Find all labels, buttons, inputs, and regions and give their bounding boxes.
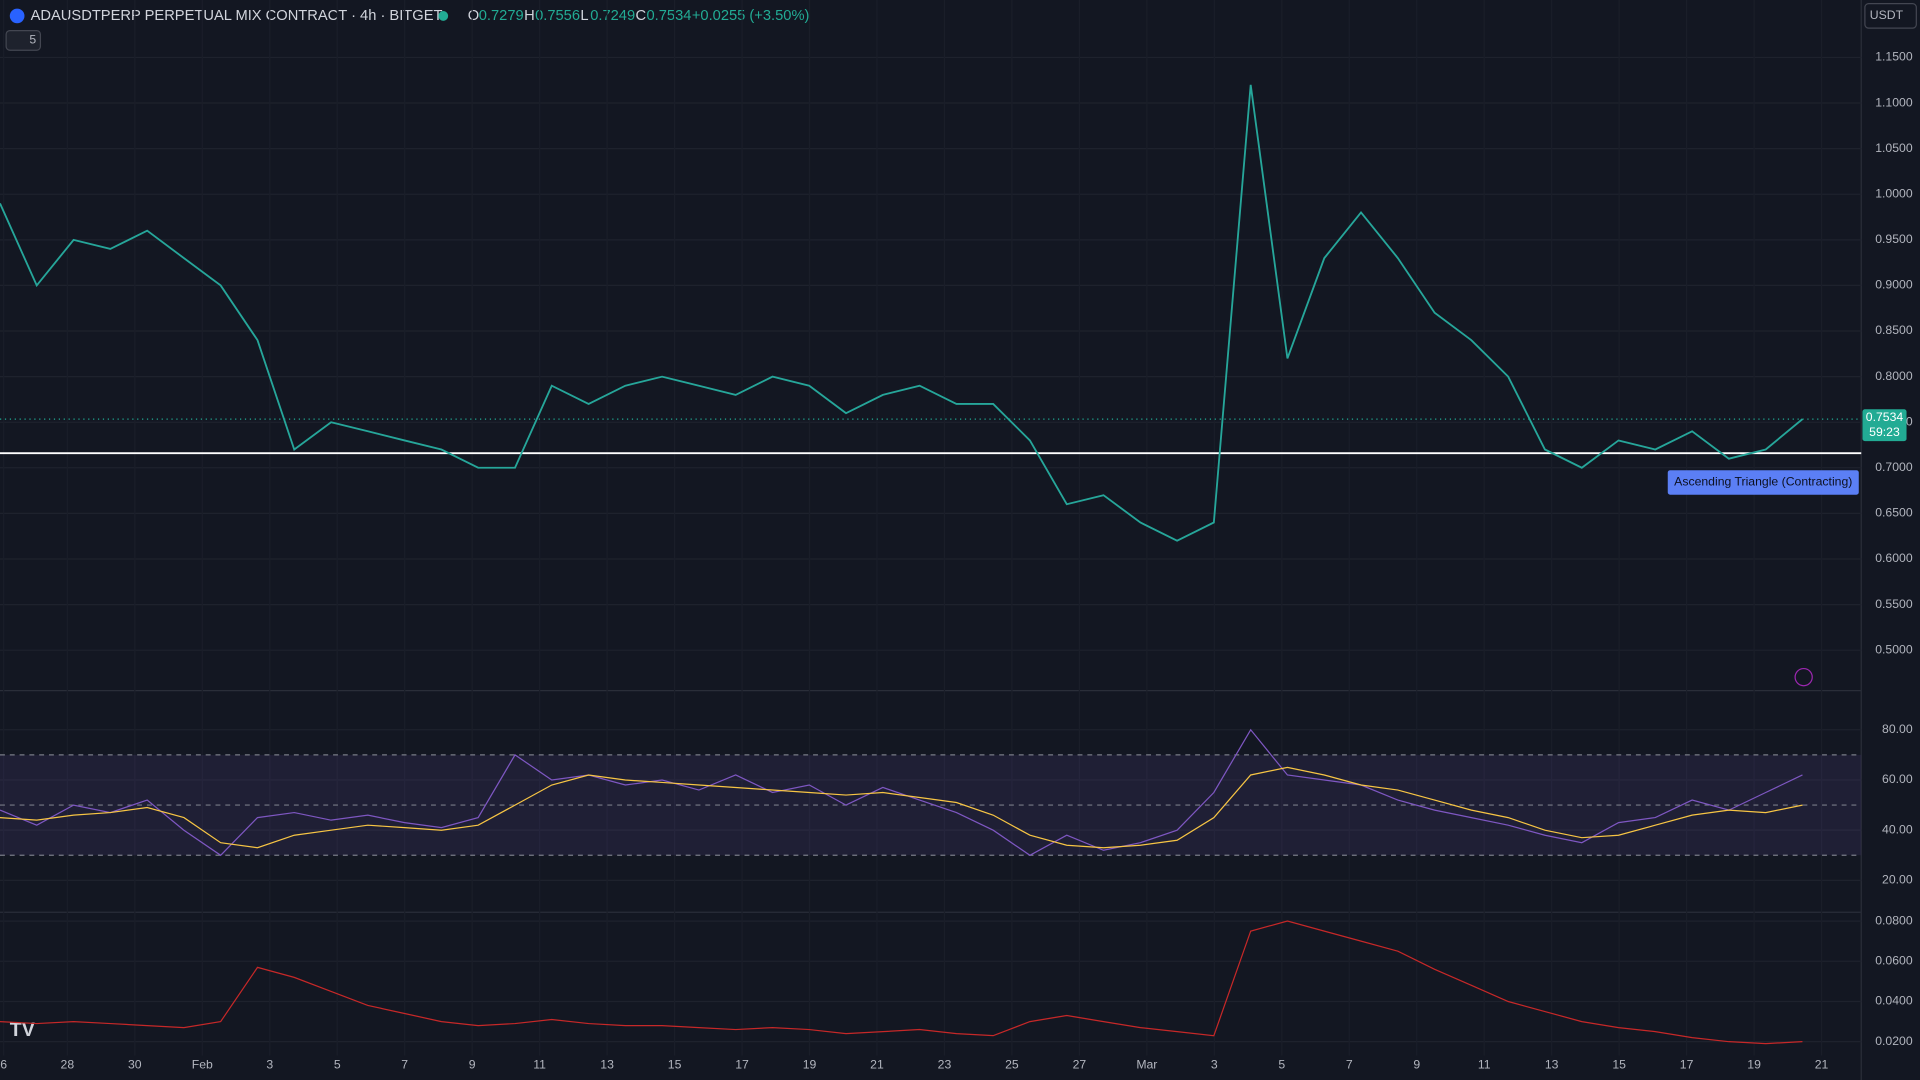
y-tick-label: 0.6000	[1875, 551, 1913, 565]
x-tick-label: 27	[1073, 1058, 1087, 1072]
y-tick-label: 60.00	[1882, 772, 1913, 786]
y-tick-label: 0.9500	[1875, 232, 1913, 246]
x-tick-label: 6	[0, 1058, 7, 1072]
x-tick-label: 28	[61, 1058, 75, 1072]
y-tick-label: 0.0800	[1875, 913, 1913, 927]
rsi-line	[0, 728, 1803, 857]
logo: TV	[10, 1019, 35, 1041]
y-tick-label: 0.5000	[1875, 642, 1913, 656]
ohlc-o: O	[468, 8, 479, 24]
y-tick-label: 0.0400	[1875, 994, 1913, 1008]
ohlc-h-value: 0.7556	[535, 8, 580, 24]
y-tick-label: 0.8500	[1875, 323, 1913, 337]
x-tick-label: 9	[469, 1058, 476, 1072]
x-tick-label: Mar	[1136, 1058, 1157, 1072]
symbol-icon[interactable]	[9, 8, 25, 24]
rsi-ma-line	[0, 766, 1803, 849]
x-tick-label: 13	[600, 1058, 614, 1072]
y-tick-label: 0.7000	[1875, 460, 1913, 474]
x-tick-label: 19	[803, 1058, 817, 1072]
x-tick-label: 7	[401, 1058, 408, 1072]
y-tick-label: 0.0600	[1875, 954, 1913, 968]
symbol[interactable]: ADAUSDTPERP PERPETUAL MIX CONTRACT · 4h …	[31, 8, 443, 24]
y-tick-label: 1.0500	[1875, 141, 1913, 155]
x-tick-label: 19	[1747, 1058, 1761, 1072]
market-status	[438, 11, 449, 21]
y-tick-label: 0.8000	[1875, 369, 1913, 383]
y-tick-label: 1.0000	[1875, 186, 1913, 200]
x-tick-label: 5	[334, 1058, 341, 1072]
currency-button[interactable]	[1864, 3, 1917, 29]
currency[interactable]: USDT	[1870, 8, 1904, 22]
y-tick-label: 1.1500	[1875, 50, 1913, 64]
y-tick-label: 0.0200	[1875, 1034, 1913, 1048]
x-tick-label: 13	[1545, 1058, 1559, 1072]
y-tick-label: 0.9000	[1875, 278, 1913, 292]
ohlc-h: H	[524, 8, 535, 24]
y-tick-label: 20.00	[1882, 873, 1913, 887]
ohlc-l-value: 0.7249	[590, 8, 635, 24]
y-tick-label: 0.5500	[1875, 597, 1913, 611]
x-tick-label: 3	[266, 1058, 273, 1072]
x-tick-label: 15	[1612, 1058, 1626, 1072]
x-tick-label: 3	[1211, 1058, 1218, 1072]
x-tick-label: 5	[1278, 1058, 1285, 1072]
x-tick-label: 21	[870, 1058, 884, 1072]
countdown: 59:23	[1869, 425, 1900, 439]
x-tick-label: 15	[668, 1058, 682, 1072]
x-tick-label: 30	[128, 1058, 142, 1072]
x-tick-label: 9	[1413, 1058, 1420, 1072]
x-tick-label: 25	[1005, 1058, 1019, 1072]
x-tick-label: 11	[533, 1058, 546, 1072]
y-tick-label: 0.6500	[1875, 506, 1913, 520]
x-tick-label: 21	[1815, 1058, 1829, 1072]
y-tick-label: 1.1000	[1875, 95, 1913, 109]
ohlc-change: +0.0255 (+3.50%)	[692, 8, 810, 24]
ohlc-o-value: 0.7279	[479, 8, 524, 24]
y-tick-label: 80.00	[1882, 722, 1913, 736]
alert-icon[interactable]	[1794, 667, 1813, 687]
ohlc-c: C	[636, 8, 647, 24]
pattern-label-box	[1667, 470, 1859, 495]
ohlc-l: L	[580, 8, 588, 24]
last-price-tag	[1862, 409, 1907, 442]
pattern-label: Ascending Triangle (Contracting)	[1674, 475, 1852, 489]
x-tick-label: 23	[938, 1058, 952, 1072]
x-tick-label: Feb	[192, 1058, 213, 1072]
x-tick-label: 17	[735, 1058, 749, 1072]
indicators-toggle[interactable]	[5, 30, 42, 51]
x-tick-label: 17	[1680, 1058, 1694, 1072]
price-line	[0, 84, 1804, 542]
y-tick-label: 40.00	[1882, 822, 1913, 836]
ohlc-c-value: 0.7534	[647, 8, 692, 24]
atr-line	[0, 920, 1803, 1045]
last-price: 0.7534	[1866, 410, 1904, 424]
x-tick-label: 7	[1346, 1058, 1353, 1072]
indicator-count[interactable]: 5	[29, 33, 36, 47]
x-tick-label: 11	[1478, 1058, 1491, 1072]
